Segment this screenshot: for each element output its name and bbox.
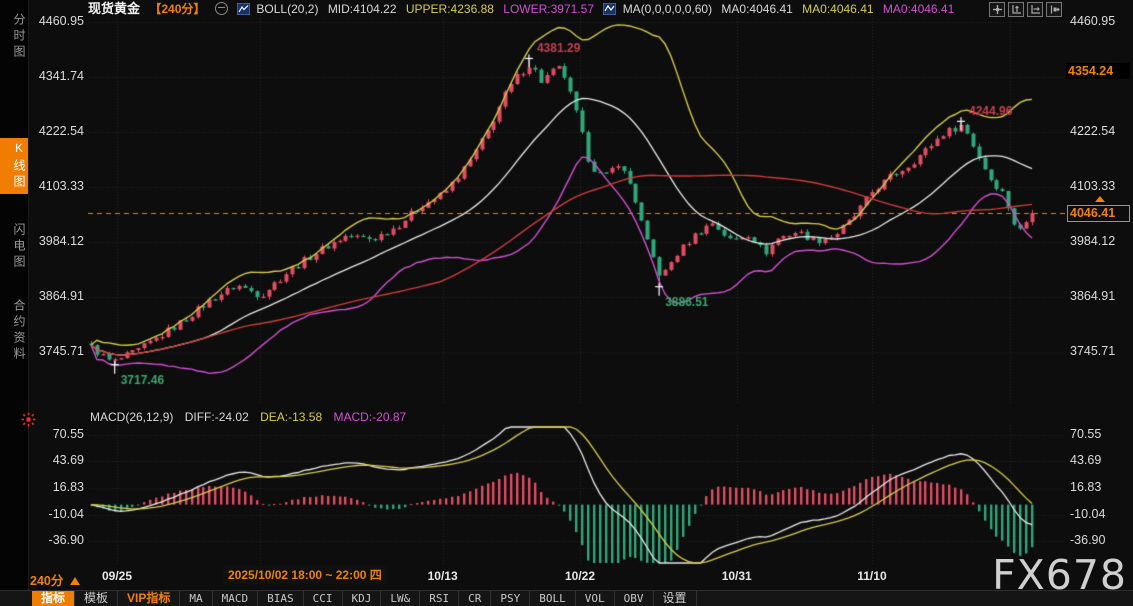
macd-value: MACD:-20.87	[333, 410, 406, 424]
macd-axis-label-right: 16.83	[1070, 480, 1128, 494]
toolbar-tab-9[interactable]: LW&	[381, 591, 420, 606]
macd-axis-label-left: 70.55	[26, 427, 84, 441]
y-axis-label-right: 3984.12	[1070, 234, 1128, 248]
macd-axis-label-left: -10.04	[26, 507, 84, 521]
x-axis-tick: 10/22	[558, 569, 602, 583]
ma-value-2: MA0:4046.41	[802, 2, 873, 16]
y-axis-label-right: 3745.71	[1070, 344, 1128, 358]
symbol-name: 现货黄金	[88, 1, 140, 16]
ma-value-3: MA0:4046.41	[883, 2, 954, 16]
chart-header: 现货黄金 【240分】 BOLL(20,2) MID:4104.22 UPPER…	[88, 1, 960, 16]
toolbar-tab-7[interactable]: CCI	[304, 591, 343, 606]
y-axis-label-left: 4341.74	[26, 69, 84, 83]
y-axis-label-right: 4460.95	[1070, 14, 1128, 28]
sidebar-item-4[interactable]: 合约资料	[0, 296, 28, 366]
alert-icon[interactable]	[21, 412, 36, 427]
app-window: 分时图 K线图闪电图合约资料 现货黄金 【240分】 BOLL(20,2) MID…	[0, 0, 1133, 606]
y-axis-label-left: 4103.33	[26, 179, 84, 193]
toolbar-tab-16[interactable]: 设置	[654, 591, 697, 606]
toolbar-tab-15[interactable]: OBV	[615, 591, 654, 606]
axis-badge-last-price: 4046.41	[1067, 205, 1130, 222]
interval-selector-label: 240分	[30, 574, 63, 588]
x-axis-tick: 10/13	[421, 569, 465, 583]
toolbar-tab-11[interactable]: CR	[459, 591, 491, 606]
interval-tag[interactable]: 【240分】	[149, 2, 205, 16]
macd-label: MACD(26,12,9)	[90, 410, 173, 424]
macd-axis-label-left: 43.69	[26, 453, 84, 467]
toolbar-tab-6[interactable]: BIAS	[258, 591, 304, 606]
toolbar-tab-4[interactable]: MA	[180, 591, 212, 606]
toolbar-tab-14[interactable]: VOL	[576, 591, 615, 606]
session-tooltip: 2025/10/02 18:00 ~ 22:00 四	[223, 566, 387, 584]
ma-value-1: MA0:4046.41	[721, 2, 792, 16]
left-sidebar: 分时图 K线图闪电图合约资料	[0, 0, 29, 590]
y-axis-label-left: 3864.91	[26, 289, 84, 303]
boll-upper-value: UPPER:4236.88	[406, 2, 494, 16]
interval-selector[interactable]: 240分	[30, 570, 80, 589]
x-axis-tick: 10/31	[715, 569, 759, 583]
toolbar-tab-1[interactable]: 指标	[32, 591, 75, 606]
toolbar-tab-13[interactable]: BOLL	[530, 591, 576, 606]
macd-axis-label-right: 43.69	[1070, 453, 1128, 467]
y-axis-label-left: 4222.54	[26, 124, 84, 138]
y-axis-label-left: 3984.12	[26, 234, 84, 248]
macd-axis-label-right: -36.90	[1070, 533, 1128, 547]
y-axis-label-left: 3745.71	[26, 344, 84, 358]
sidebar-item-2[interactable]: K线图	[0, 138, 28, 194]
last-price-marker-icon	[1095, 196, 1105, 202]
macd-chart-canvas[interactable]	[88, 425, 1065, 565]
toolbar-tab-8[interactable]: KDJ	[343, 591, 382, 606]
bottom-toolbar: 指标模板VIP指标MAMACDBIASCCIKDJLW&RSICRPSYBOLL…	[0, 590, 1133, 606]
boll-mid-value: MID:4104.22	[328, 2, 397, 16]
macd-axis-label-left: -36.90	[26, 533, 84, 547]
watermark: FX678	[992, 551, 1127, 599]
y-axis-label-right: 3864.91	[1070, 289, 1128, 303]
chevron-up-icon	[70, 577, 80, 585]
macd-dea-value: DEA:-13.58	[260, 410, 322, 424]
toolbar-tab-3[interactable]: VIP指标	[118, 591, 180, 606]
x-axis-tick: 11/10	[850, 569, 894, 583]
y-axis-label-right: 4103.33	[1070, 179, 1128, 193]
x-axis-tick: 09/25	[95, 569, 139, 583]
macd-diff-value: DIFF:-24.02	[185, 410, 249, 424]
toolbar-spacer	[0, 591, 32, 606]
sidebar-item-3[interactable]: 闪电图	[0, 220, 28, 274]
macd-axis-label-left: 16.83	[26, 480, 84, 494]
toolbar-tab-2[interactable]: 模板	[75, 591, 118, 606]
macd-axis-label-right: 70.55	[1070, 427, 1128, 441]
macd-axis-label-right: -10.04	[1070, 507, 1128, 521]
sidebar-item-1[interactable]: 分时图	[0, 10, 28, 64]
boll-indicator-icon	[237, 3, 250, 15]
boll-lower-value: LOWER:3971.57	[503, 2, 594, 16]
ma-label: MA(0,0,0,0,0,60)	[623, 2, 712, 16]
price-chart-canvas[interactable]	[88, 15, 1065, 405]
toolbar-tab-12[interactable]: PSY	[491, 591, 530, 606]
axis-badge-session-high: 4354.24	[1066, 63, 1130, 79]
ma-indicator-icon	[603, 3, 616, 15]
toolbar-tab-10[interactable]: RSI	[420, 591, 459, 606]
toolbar-tab-5[interactable]: MACD	[213, 591, 259, 606]
y-axis-label-left: 4460.95	[26, 14, 84, 28]
boll-label: BOLL(20,2)	[256, 2, 318, 16]
macd-header: MACD(26,12,9) DIFF:-24.02 DEA:-13.58 MAC…	[90, 410, 414, 424]
collapse-indicator-icon[interactable]	[215, 2, 228, 15]
y-axis-label-right: 4222.54	[1070, 124, 1128, 138]
